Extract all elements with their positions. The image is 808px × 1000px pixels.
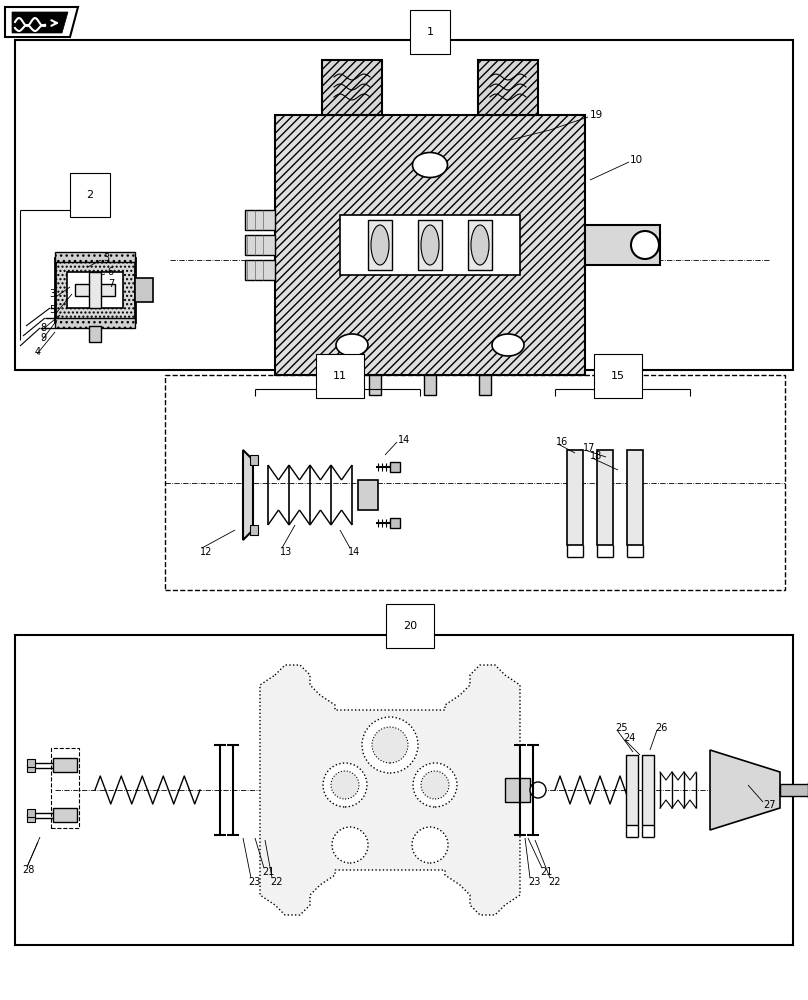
Polygon shape xyxy=(5,7,78,37)
Text: 22: 22 xyxy=(548,877,561,887)
Bar xyxy=(418,220,442,270)
Bar xyxy=(468,220,492,270)
Bar xyxy=(642,755,654,825)
Text: 27: 27 xyxy=(763,800,776,810)
Text: 16: 16 xyxy=(556,437,568,447)
Ellipse shape xyxy=(421,225,439,265)
Polygon shape xyxy=(12,12,68,33)
Text: 21: 21 xyxy=(262,867,275,877)
Text: 23: 23 xyxy=(528,877,541,887)
Bar xyxy=(27,759,35,767)
Bar xyxy=(585,225,660,265)
Bar xyxy=(358,480,378,510)
Text: 24: 24 xyxy=(623,733,635,743)
Polygon shape xyxy=(243,450,253,540)
Bar xyxy=(27,764,35,772)
Bar xyxy=(55,252,135,262)
Text: 20: 20 xyxy=(403,621,417,631)
Bar xyxy=(75,284,115,296)
Circle shape xyxy=(332,827,368,863)
Ellipse shape xyxy=(492,334,524,356)
Text: 12: 12 xyxy=(200,547,213,557)
Bar xyxy=(369,375,381,395)
Bar xyxy=(27,814,35,822)
Text: 1: 1 xyxy=(427,27,434,37)
Bar xyxy=(780,784,808,796)
Circle shape xyxy=(631,231,659,259)
Text: 19: 19 xyxy=(590,110,604,120)
Text: 14: 14 xyxy=(398,435,410,445)
Ellipse shape xyxy=(471,225,489,265)
Bar xyxy=(390,462,400,472)
Text: 14: 14 xyxy=(348,547,360,557)
Text: 15: 15 xyxy=(611,371,625,381)
Circle shape xyxy=(331,771,359,799)
Ellipse shape xyxy=(413,152,448,178)
Text: 17: 17 xyxy=(583,443,595,453)
Bar xyxy=(390,518,400,528)
Bar xyxy=(424,375,436,395)
Bar xyxy=(165,375,785,590)
Text: 6: 6 xyxy=(107,267,113,277)
Text: 23: 23 xyxy=(248,877,260,887)
Bar xyxy=(55,318,135,328)
Bar xyxy=(340,215,520,275)
Bar xyxy=(27,809,35,817)
Bar xyxy=(627,450,643,545)
Ellipse shape xyxy=(336,334,368,356)
Circle shape xyxy=(530,782,546,798)
Bar xyxy=(245,235,275,255)
Text: 3: 3 xyxy=(48,289,55,299)
Bar xyxy=(250,455,258,465)
Bar xyxy=(53,808,77,822)
Text: 21: 21 xyxy=(540,867,553,877)
Text: 5: 5 xyxy=(48,305,55,315)
Text: 8: 8 xyxy=(40,323,46,333)
Bar xyxy=(89,326,101,342)
Bar xyxy=(597,450,613,545)
Bar xyxy=(67,272,123,308)
Bar xyxy=(15,40,793,370)
Bar xyxy=(89,272,101,308)
Bar xyxy=(479,375,491,395)
Polygon shape xyxy=(260,665,520,915)
Bar xyxy=(15,635,793,945)
Bar xyxy=(245,260,275,280)
Circle shape xyxy=(362,717,418,773)
Bar xyxy=(135,278,153,302)
Bar xyxy=(53,758,77,772)
Text: 4: 4 xyxy=(35,347,41,357)
Text: 2: 2 xyxy=(86,190,94,200)
Bar xyxy=(275,675,505,905)
Bar xyxy=(567,450,583,545)
Circle shape xyxy=(421,771,449,799)
Text: 10: 10 xyxy=(630,155,643,165)
Ellipse shape xyxy=(371,225,389,265)
Circle shape xyxy=(413,763,457,807)
Bar xyxy=(322,60,382,115)
Text: 25: 25 xyxy=(615,723,628,733)
Text: 13: 13 xyxy=(280,547,292,557)
Bar xyxy=(275,115,585,375)
Text: 11: 11 xyxy=(333,371,347,381)
Text: 22: 22 xyxy=(270,877,283,887)
Bar xyxy=(245,210,275,230)
Text: 28: 28 xyxy=(22,865,35,875)
Bar xyxy=(368,220,392,270)
Text: 9: 9 xyxy=(40,333,46,343)
Circle shape xyxy=(412,827,448,863)
Bar xyxy=(478,60,538,115)
Bar xyxy=(626,755,638,825)
Circle shape xyxy=(323,763,367,807)
Bar xyxy=(51,748,79,828)
Text: 26: 26 xyxy=(655,723,667,733)
Bar xyxy=(55,258,135,322)
Circle shape xyxy=(372,727,408,763)
Bar xyxy=(250,525,258,535)
Text: 3: 3 xyxy=(103,253,109,263)
Bar xyxy=(505,778,530,802)
Polygon shape xyxy=(710,750,780,830)
Text: 7: 7 xyxy=(108,279,114,289)
Text: 18: 18 xyxy=(590,451,602,461)
